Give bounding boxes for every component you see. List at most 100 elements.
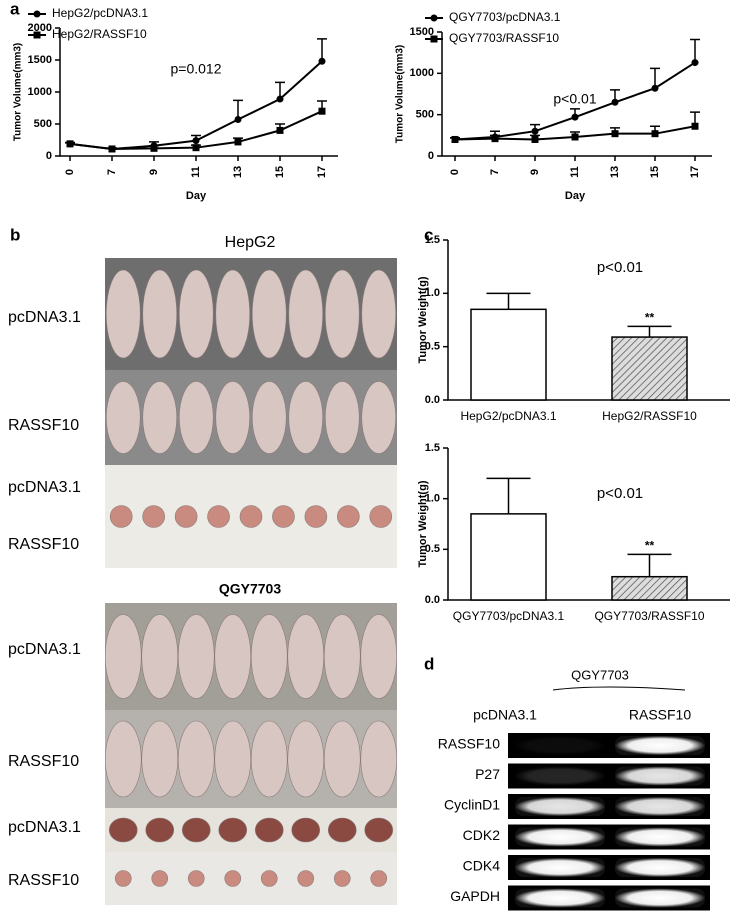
mouse xyxy=(177,720,215,798)
tumor xyxy=(272,505,295,528)
panel-label: a xyxy=(10,0,20,18)
y-tick-label: 1.0 xyxy=(425,493,440,505)
mouse xyxy=(177,614,215,699)
band xyxy=(615,736,705,755)
tumor xyxy=(291,817,321,843)
marker xyxy=(33,10,41,18)
tumor xyxy=(297,870,315,887)
band xyxy=(615,797,705,816)
blot-title: QGY7703 xyxy=(571,667,629,682)
tumor xyxy=(207,505,230,528)
axis xyxy=(59,28,338,157)
mouse xyxy=(215,381,251,454)
error-bar xyxy=(627,553,672,577)
mouse xyxy=(287,614,325,699)
mouse xyxy=(361,269,397,359)
lane-label: RASSF10 xyxy=(629,707,691,723)
tumor xyxy=(224,870,242,887)
annotation: p<0.01 xyxy=(553,91,596,107)
tumor xyxy=(364,817,394,843)
band xyxy=(515,858,605,877)
mouse xyxy=(288,269,324,359)
marker xyxy=(33,31,41,39)
marker xyxy=(430,14,438,22)
blot: RASSF10 P27 CyclinD1 CDK2 CDK4 GAPDH xyxy=(438,733,710,911)
band xyxy=(515,827,605,847)
band xyxy=(515,736,605,755)
x-tick-label: 17 xyxy=(316,166,328,178)
legend-label: QGY7703/RASSF10 xyxy=(449,31,559,45)
mouse xyxy=(104,720,142,798)
y-axis-label: Tumor Volume(mm3) xyxy=(395,45,406,144)
y-axis-label: Tumor Volume(mm3) xyxy=(13,43,24,142)
y-tick-label: 1000 xyxy=(410,67,434,79)
mouse xyxy=(141,720,179,798)
photo-title: HepG2 xyxy=(225,234,276,251)
mouse xyxy=(324,381,360,454)
mouse xyxy=(104,614,142,699)
band xyxy=(515,797,605,816)
x-tick-label: 7 xyxy=(489,169,501,175)
bar xyxy=(611,575,688,601)
x-tick-label: 15 xyxy=(649,166,661,178)
row-label: RASSF10 xyxy=(438,736,500,752)
tumor xyxy=(370,870,388,887)
marker xyxy=(651,84,659,92)
marker xyxy=(192,137,200,145)
x-tick-label: 13 xyxy=(609,166,621,178)
tumor xyxy=(151,870,169,887)
photo-label: RASSF10 xyxy=(8,753,79,770)
marker xyxy=(318,57,326,65)
mouse xyxy=(251,381,287,454)
tumor xyxy=(109,505,133,528)
marker xyxy=(611,98,619,106)
y-tick-label: 500 xyxy=(416,109,434,121)
marker xyxy=(192,144,200,152)
photo-label: pcDNA3.1 xyxy=(8,309,81,326)
legend-label: HepG2/pcDNA3.1 xyxy=(52,6,148,20)
y-axis-label: Tumor Weight(g) xyxy=(417,276,429,363)
tumor xyxy=(187,870,205,887)
band xyxy=(615,827,705,847)
panel-label: c xyxy=(424,225,433,244)
x-tick-label: 11 xyxy=(569,166,581,178)
x-tick-label: QGY7703/pcDNA3.1 xyxy=(453,609,565,623)
band xyxy=(615,888,705,908)
photo-title: QGY7703 xyxy=(219,581,281,597)
mouse xyxy=(360,614,398,699)
x-tick-label: 0 xyxy=(64,169,76,175)
panel-label: b xyxy=(10,225,20,244)
marker xyxy=(66,140,74,148)
y-tick-label: 0 xyxy=(46,150,52,162)
mouse xyxy=(324,269,360,359)
photo-label: RASSF10 xyxy=(8,872,79,889)
marker xyxy=(276,126,284,134)
mouse xyxy=(105,381,141,454)
y-tick-label: 0.0 xyxy=(425,394,440,406)
y-tick-label: 1.0 xyxy=(425,287,440,299)
x-tick-label: 0 xyxy=(449,169,461,175)
significance: ** xyxy=(645,539,655,553)
error-bar xyxy=(317,38,327,62)
marker xyxy=(318,107,326,115)
mouse xyxy=(142,381,178,454)
mouse xyxy=(105,269,141,359)
y-tick-label: 1.5 xyxy=(425,234,440,246)
marker xyxy=(611,130,619,138)
lane-label: pcDNA3.1 xyxy=(473,707,537,723)
mouse xyxy=(361,381,397,454)
y-axis-label: Tumor Weight(g) xyxy=(417,480,429,567)
tumor xyxy=(369,505,393,528)
photo xyxy=(105,852,397,905)
legend-label: HepG2/RASSF10 xyxy=(52,27,147,41)
legend-label: QGY7703/pcDNA3.1 xyxy=(449,10,561,24)
row-label: GAPDH xyxy=(450,888,500,904)
tumor xyxy=(254,817,284,843)
panel-label: d xyxy=(424,654,434,673)
marker xyxy=(691,122,699,130)
tumor xyxy=(337,505,360,528)
annotation: p<0.01 xyxy=(597,259,643,276)
y-tick-label: 1.5 xyxy=(425,442,440,454)
y-tick-label: 0.5 xyxy=(425,543,440,555)
y-tick-label: 0.0 xyxy=(425,594,440,606)
